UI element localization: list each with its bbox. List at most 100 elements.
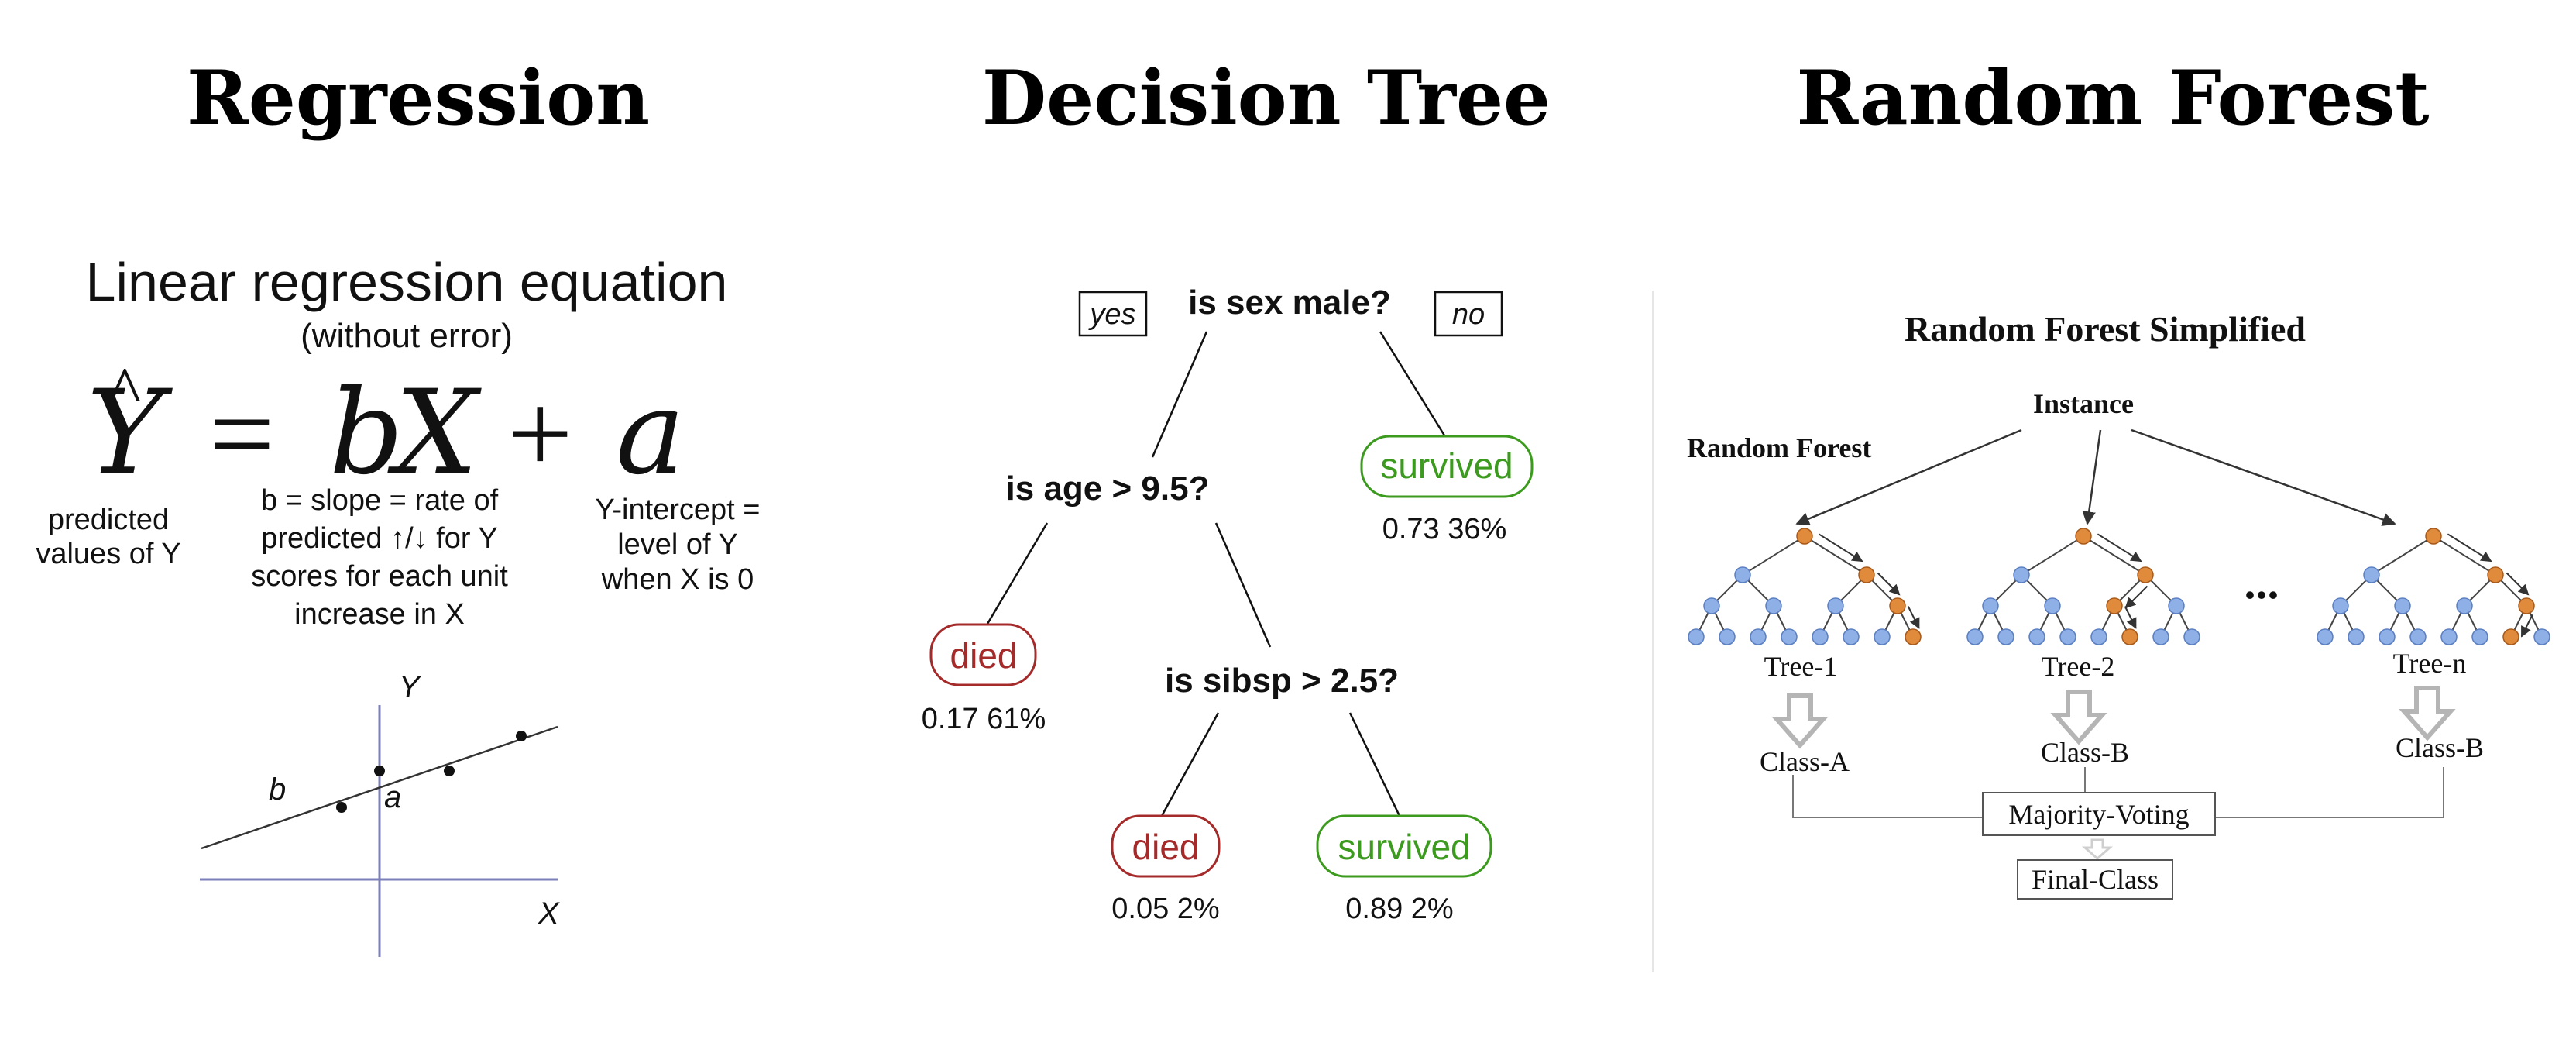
tree-node (2152, 628, 2169, 645)
decision-arrow (1818, 533, 1863, 563)
leaf-survived (1360, 435, 1534, 498)
leaf-survived-label: survived (1380, 446, 1513, 486)
leaf-died (929, 623, 1037, 686)
svg-text:level of Y: level of Y (617, 528, 738, 561)
tree-node-selected (2425, 528, 2442, 545)
tree-node (2059, 628, 2076, 645)
tree-node (2332, 597, 2349, 614)
graph-x-label: X (538, 896, 560, 931)
rf-title: Random Forest Simplified (1905, 309, 2306, 349)
svg-text:b = slope = rate of: b = slope = rate of (261, 484, 499, 517)
tree-node (1812, 628, 1829, 645)
data-point (336, 802, 347, 813)
tree-edge (1804, 535, 1867, 576)
decision-arrow (2124, 585, 2148, 609)
leaf-died-stats: 0.17 61% (922, 703, 1046, 735)
graph-y-label: Y (399, 670, 422, 704)
decision-arrow (2520, 614, 2533, 638)
decision-tree-figure: yes is sex male? no is age > 9.5? is sib… (922, 284, 1534, 925)
graph-intercept-label: a (384, 780, 401, 814)
regression-line (201, 725, 558, 850)
data-point (516, 731, 527, 741)
svg-text:values of Y: values of Y (36, 538, 180, 570)
tree-node-selected (2121, 628, 2138, 645)
tree-node (1703, 597, 1720, 614)
decision-arrow (1907, 606, 1920, 629)
tree-node (1734, 566, 1751, 583)
leaf-survived-stats: 0.73 36% (1382, 513, 1507, 545)
equation-plus: + (507, 370, 573, 498)
decision-arrow (2447, 533, 2492, 563)
tree-1-graphic (1688, 528, 1922, 645)
random-forest-figure: Random Forest Simplified Instance Random… (1652, 291, 2550, 972)
tree-edge (2083, 535, 2146, 576)
tree-2-graphic (1966, 528, 2200, 645)
tree-node (2348, 628, 2365, 645)
equation-y: Y (87, 366, 173, 501)
tree-node-selected (2106, 597, 2123, 614)
majority-voting-label: Majority-Voting (2008, 799, 2189, 830)
random-forest-panel: Random Forest Random Forest Simplified I… (1650, 0, 2576, 1046)
tree-node (1719, 628, 1736, 645)
leaf-died-label: died (950, 635, 1018, 676)
svg-text:increase in X: increase in X (294, 598, 465, 631)
tree-node (2456, 597, 2473, 614)
decision-tree-heading: Decision Tree (981, 54, 1551, 142)
class-label: Class-B (2041, 737, 2129, 768)
predicted-label: predicted values of Y (36, 504, 180, 570)
equation-a: a (616, 366, 685, 501)
yes-box (1078, 291, 1148, 337)
graph-slope-label: b (269, 772, 286, 807)
tree-node (2317, 628, 2334, 645)
no-box (1434, 291, 1503, 337)
tree-node (1997, 628, 2014, 645)
decision-tree-panel: Decision Tree yes is sex male? no is age… (860, 0, 1673, 1046)
tree-node (1874, 628, 1891, 645)
final-class-box (2017, 859, 2173, 900)
equation-b: b (329, 366, 404, 501)
down-arrow-icon (1771, 686, 2456, 749)
tree-node (2440, 628, 2458, 645)
tree-node (1765, 597, 1782, 614)
tree-branches (986, 331, 1446, 817)
tree-edge (2433, 535, 2496, 576)
decision-arrow (1877, 572, 1901, 596)
equation-x: X (387, 366, 482, 501)
decision-arrow (2506, 572, 2530, 596)
tree-node (1781, 628, 1798, 645)
class-label: Class-A (1760, 746, 1850, 777)
equation-equals: = (209, 370, 275, 498)
tree-edge (2021, 535, 2084, 576)
regression-subtitle: (without error) (301, 317, 513, 355)
tree-node-selected (2075, 528, 2092, 545)
no-label: no (1452, 298, 1485, 331)
tree-node (2394, 597, 2411, 614)
tree-node (2379, 628, 2396, 645)
tree-edge (1742, 535, 1805, 576)
tree-label: Tree-n (2393, 648, 2467, 679)
tree-node (1843, 628, 1860, 645)
tree-label: Tree-2 (2042, 651, 2115, 682)
tree-node (1827, 597, 1844, 614)
tree-node (2409, 628, 2427, 645)
leaf-died (1111, 814, 1221, 878)
tree-node (2183, 628, 2200, 645)
leaf-survived-label: survived (1338, 827, 1470, 867)
decision-arrow (2097, 533, 2142, 563)
root-node: is sex male? (1188, 284, 1391, 322)
voting-connectors (1792, 767, 2444, 818)
leaf-died-label: died (1132, 827, 1200, 867)
class-label: Class-B (2396, 732, 2484, 763)
tree-node-selected (2502, 628, 2519, 645)
equation-hat: ^ (108, 353, 141, 430)
tree-node-selected (2518, 597, 2535, 614)
tree-node (1688, 628, 1705, 645)
svg-text:predicted ↑/↓ for Y: predicted ↑/↓ for Y (261, 522, 498, 555)
leaf-survived (1316, 814, 1492, 878)
final-class-label: Final-Class (2032, 864, 2159, 895)
tree-node (1750, 628, 1767, 645)
tree-node (2044, 597, 2061, 614)
age-node: is age > 9.5? (1006, 470, 1210, 508)
rf-label: Random Forest (1687, 432, 1871, 463)
data-point (444, 766, 455, 776)
